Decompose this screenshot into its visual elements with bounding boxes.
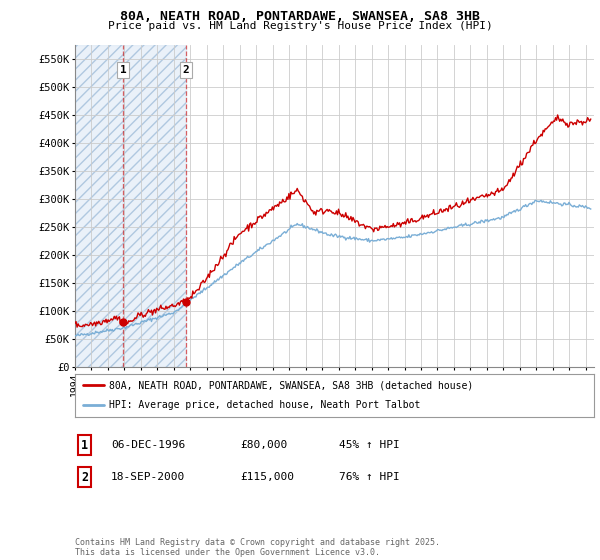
Bar [75, 45, 123, 367]
Bar [123, 45, 186, 367]
Text: 80A, NEATH ROAD, PONTARDAWE, SWANSEA, SA8 3HB: 80A, NEATH ROAD, PONTARDAWE, SWANSEA, SA… [120, 10, 480, 22]
Text: 76% ↑ HPI: 76% ↑ HPI [339, 472, 400, 482]
Text: Contains HM Land Registry data © Crown copyright and database right 2025.
This d: Contains HM Land Registry data © Crown c… [75, 538, 440, 557]
Text: 2: 2 [81, 470, 88, 484]
Text: 1: 1 [120, 65, 127, 75]
Text: 18-SEP-2000: 18-SEP-2000 [111, 472, 185, 482]
Text: 1: 1 [81, 438, 88, 452]
Text: £115,000: £115,000 [240, 472, 294, 482]
Text: £80,000: £80,000 [240, 440, 287, 450]
Bar [75, 45, 123, 367]
Text: 06-DEC-1996: 06-DEC-1996 [111, 440, 185, 450]
Text: 2: 2 [182, 65, 189, 75]
Bar [123, 45, 186, 367]
Text: HPI: Average price, detached house, Neath Port Talbot: HPI: Average price, detached house, Neat… [109, 400, 420, 410]
Text: Price paid vs. HM Land Registry's House Price Index (HPI): Price paid vs. HM Land Registry's House … [107, 21, 493, 31]
Text: 80A, NEATH ROAD, PONTARDAWE, SWANSEA, SA8 3HB (detached house): 80A, NEATH ROAD, PONTARDAWE, SWANSEA, SA… [109, 380, 473, 390]
Text: 45% ↑ HPI: 45% ↑ HPI [339, 440, 400, 450]
